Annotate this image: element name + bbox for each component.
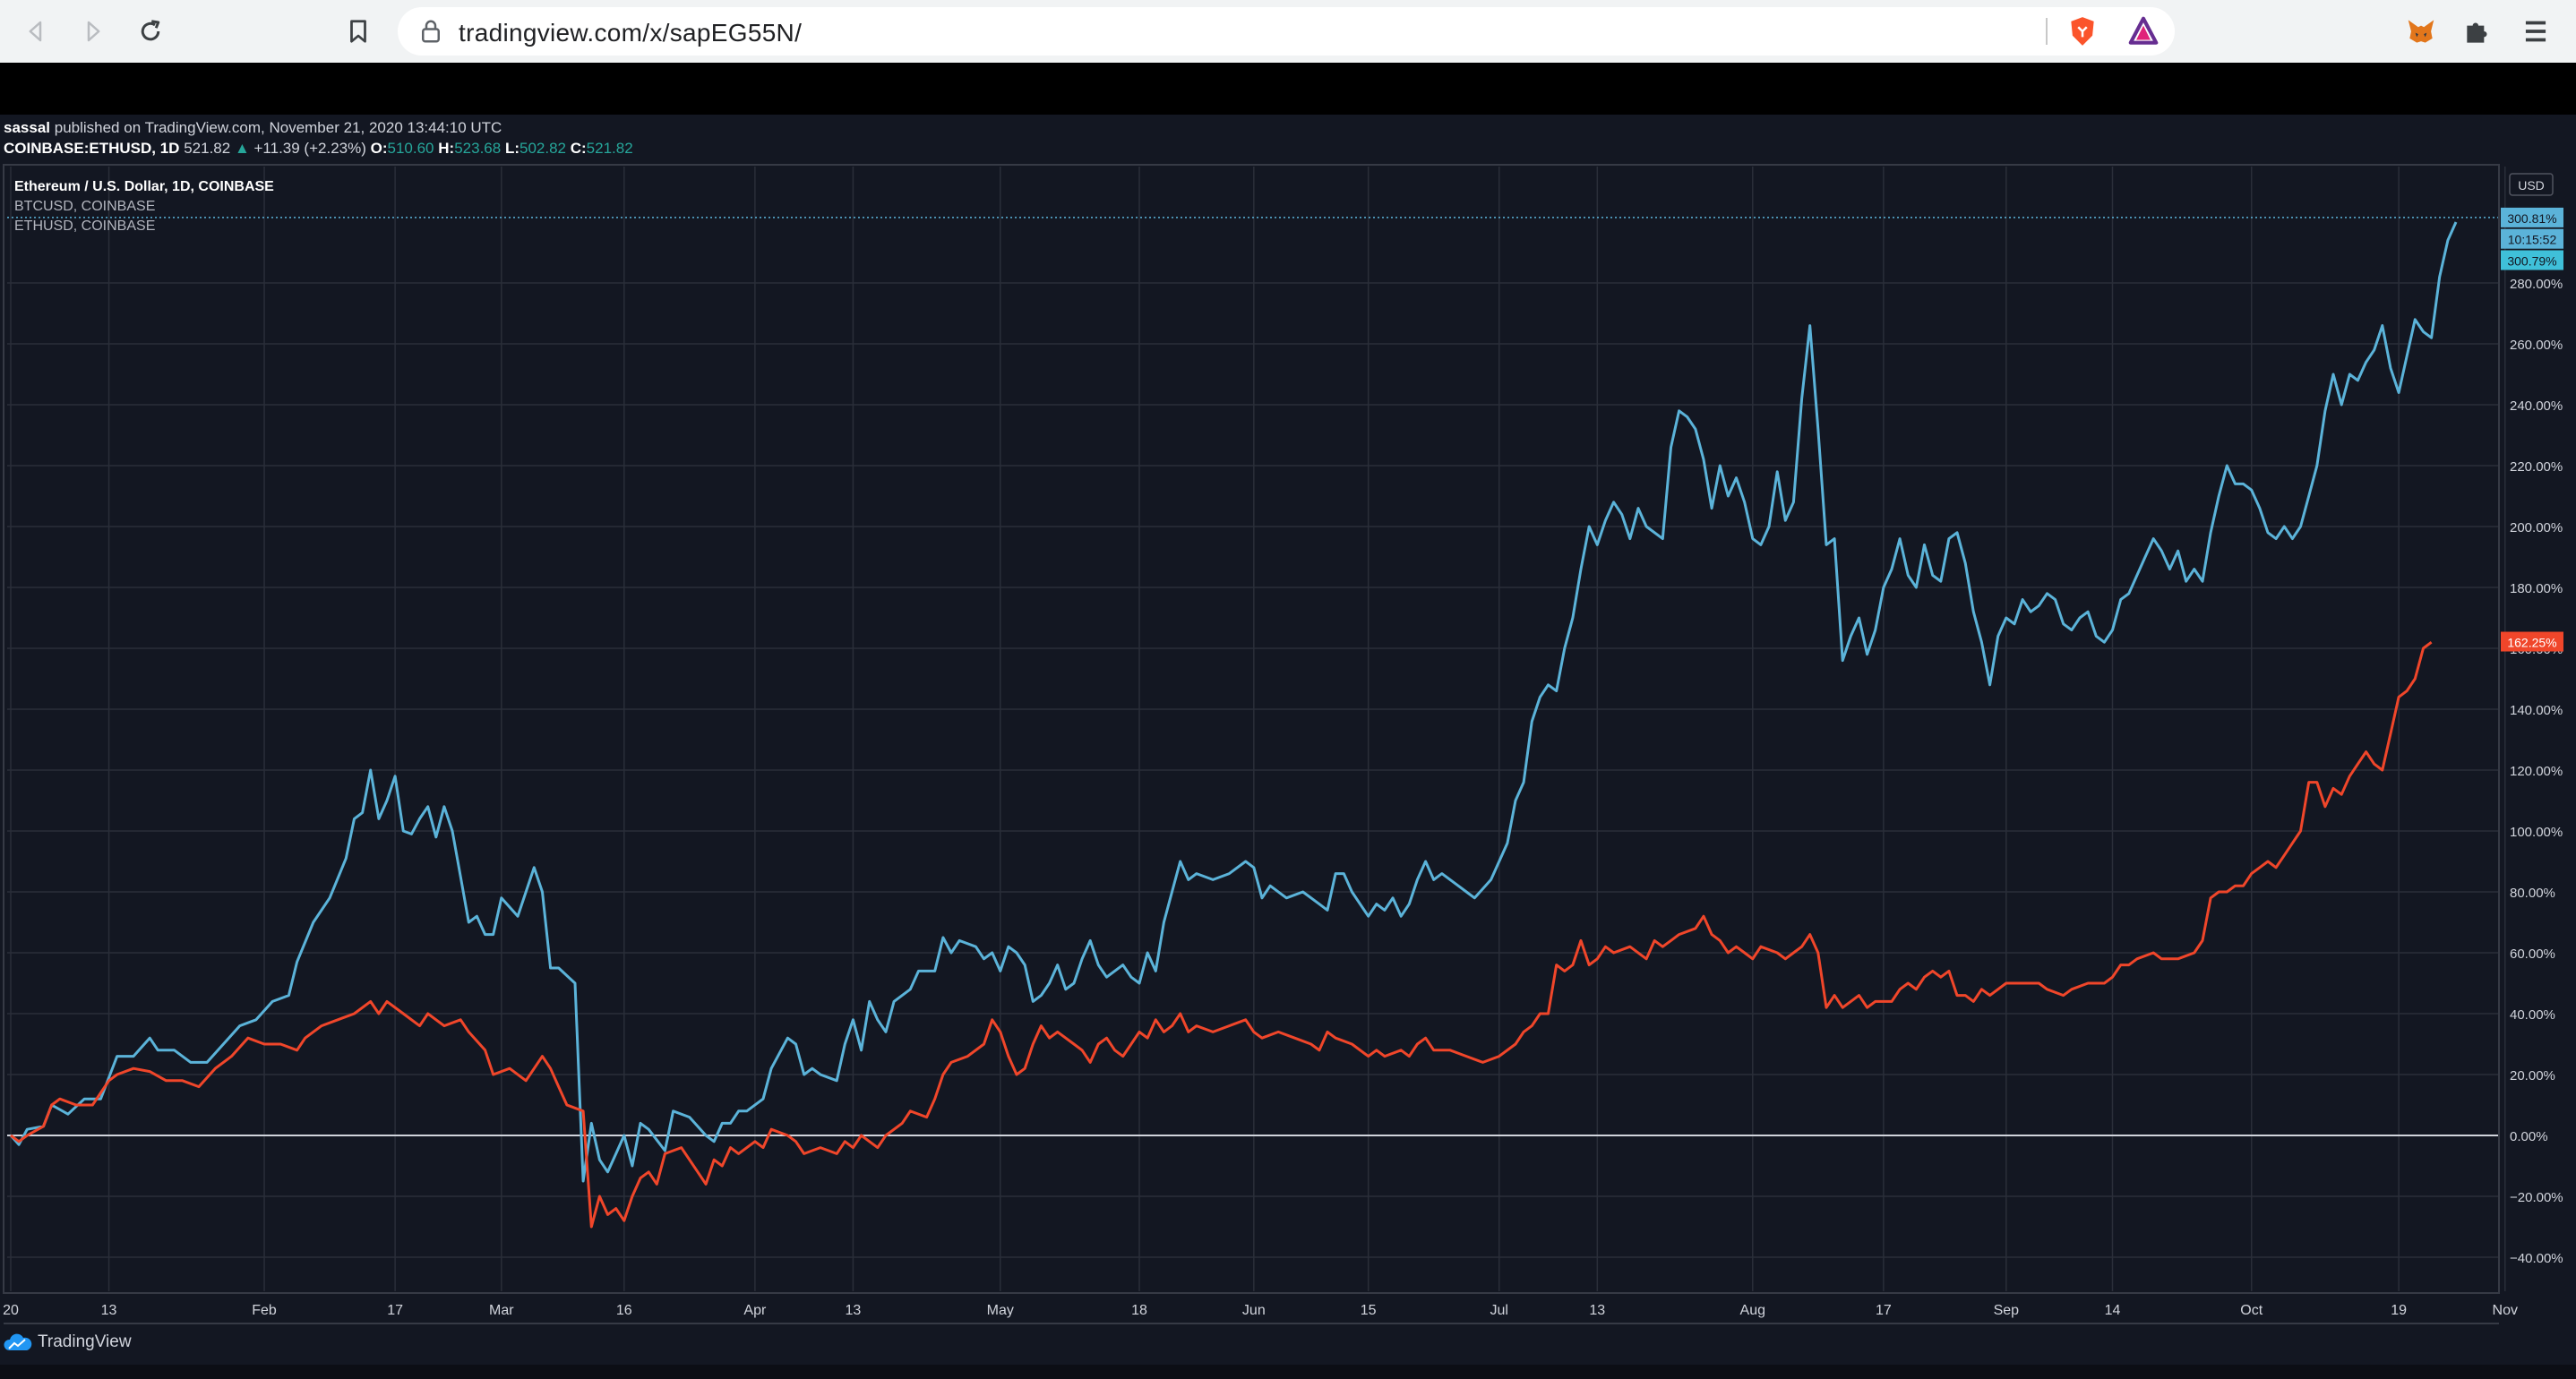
price-badge: [2501, 250, 2563, 270]
y-tick-label: 40.00%: [2510, 1007, 2555, 1023]
y-tick-label: 200.00%: [2510, 520, 2563, 535]
price-badge-label: 300.79%: [2507, 254, 2556, 269]
x-tick-label: Aug: [1740, 1303, 1765, 1318]
header-strip: [0, 63, 2576, 115]
series-line-eth: [9, 221, 2458, 1183]
x-tick-label: Jun: [1242, 1303, 1266, 1318]
x-tick-label: Mar: [489, 1303, 514, 1318]
author-name[interactable]: sassal: [4, 119, 50, 136]
y-tick-label: 240.00%: [2510, 398, 2563, 414]
y-tick-label: −20.00%: [2510, 1190, 2563, 1205]
reload-icon[interactable]: [134, 15, 167, 47]
price-badge: [2501, 631, 2563, 652]
plot-frame: [3, 164, 2500, 1294]
tradingview-logo[interactable]: TradingView: [4, 1332, 132, 1352]
x-tick-label: Sep: [1994, 1303, 2020, 1318]
x-tick-label: 15: [1361, 1303, 1377, 1318]
x-tick-label: Jul: [1490, 1303, 1508, 1318]
forward-icon[interactable]: [77, 15, 109, 47]
url-text: tradingview.com/x/sapEG55N/: [459, 19, 803, 47]
publish-text: published on TradingView.com, November 2…: [54, 119, 502, 136]
legend-title: Ethereum / U.S. Dollar, 1D, COINBASE: [14, 179, 274, 194]
x-tick-label: Feb: [252, 1303, 277, 1318]
currency-label: USD: [2518, 178, 2545, 193]
x-tick-label: May: [987, 1303, 1014, 1318]
address-bar[interactable]: tradingview.com/x/sapEG55N/: [398, 7, 2175, 56]
metamask-fox-icon[interactable]: [2404, 14, 2438, 48]
x-tick-label: Nov: [2493, 1303, 2518, 1318]
cloud-logo-icon: [4, 1333, 32, 1350]
x-tick-label: 17: [1876, 1303, 1892, 1318]
symbol-info: COINBASE:ETHUSD, 1D 521.82 ▲ +11.39 (+2.…: [4, 140, 633, 158]
change-value: +11.39 (+2.23%): [253, 140, 366, 157]
price-badge-label: 10:15:52: [2508, 233, 2557, 247]
close-value: 521.82: [586, 140, 633, 157]
x-tick-label: 18: [1131, 1303, 1147, 1318]
low-value: 502.82: [519, 140, 566, 157]
y-tick-label: 280.00%: [2510, 277, 2563, 292]
y-tick-label: 140.00%: [2510, 703, 2563, 718]
x-tick-label: 17: [387, 1303, 403, 1318]
price-badge: [2501, 207, 2563, 227]
x-tick-label: Apr: [743, 1303, 767, 1318]
y-tick-label: 100.00%: [2510, 825, 2563, 840]
price-badge: [2501, 228, 2563, 249]
open-label: O:: [370, 140, 388, 157]
y-tick-label: 120.00%: [2510, 764, 2563, 779]
brand-text: TradingView: [38, 1332, 132, 1351]
y-tick-label: 20.00%: [2510, 1068, 2555, 1084]
y-tick-label: 180.00%: [2510, 581, 2563, 596]
legend-series-eth[interactable]: ETHUSD, COINBASE: [14, 218, 156, 234]
menu-icon[interactable]: [2519, 14, 2553, 48]
x-tick-label: 20: [3, 1303, 19, 1318]
brave-shield-icon[interactable]: [2065, 14, 2099, 48]
x-tick-label: 13: [846, 1303, 862, 1318]
price-badge-label: 300.81%: [2507, 211, 2556, 226]
high-value: 523.68: [454, 140, 502, 157]
chart-legend: Ethereum / U.S. Dollar, 1D, COINBASE BTC…: [14, 177, 274, 236]
x-tick-label: 13: [1589, 1303, 1605, 1318]
close-label: C:: [570, 140, 587, 157]
x-tick-label: 16: [616, 1303, 632, 1318]
change-up-icon: ▲: [234, 140, 250, 157]
x-tick-label: 13: [101, 1303, 117, 1318]
brave-rewards-icon[interactable]: [2126, 14, 2160, 48]
extensions-puzzle-icon[interactable]: [2461, 14, 2495, 48]
address-divider: [2046, 18, 2048, 45]
low-label: L:: [504, 140, 519, 157]
high-label: H:: [438, 140, 455, 157]
publish-info: sassal published on TradingView.com, Nov…: [4, 119, 502, 137]
chart-area: [0, 115, 2576, 1379]
open-value: 510.60: [387, 140, 434, 157]
y-tick-label: 260.00%: [2510, 338, 2563, 353]
legend-series-btc[interactable]: BTCUSD, COINBASE: [14, 199, 156, 214]
bookmark-icon[interactable]: [342, 15, 374, 47]
lock-icon: [422, 20, 440, 43]
x-tick-label: 14: [2105, 1303, 2121, 1318]
back-icon[interactable]: [20, 15, 52, 47]
y-tick-label: 0.00%: [2510, 1129, 2548, 1144]
currency-box: [2509, 173, 2554, 196]
y-tick-label: 60.00%: [2510, 946, 2555, 962]
browser-toolbar: tradingview.com/x/sapEG55N/: [0, 0, 2576, 63]
y-tick-label: 80.00%: [2510, 886, 2555, 901]
series-line-btc: [10, 640, 2433, 1229]
y-tick-label: 220.00%: [2510, 459, 2563, 475]
x-tick-label: 19: [2391, 1303, 2407, 1318]
y-tick-label: −40.00%: [2510, 1251, 2563, 1266]
bottom-strip: [0, 1365, 2576, 1379]
x-tick-label: Oct: [2240, 1303, 2263, 1318]
symbol-name: COINBASE:ETHUSD, 1D: [4, 140, 180, 157]
last-price: 521.82: [184, 140, 231, 157]
price-badge-label: 162.25%: [2507, 636, 2556, 650]
